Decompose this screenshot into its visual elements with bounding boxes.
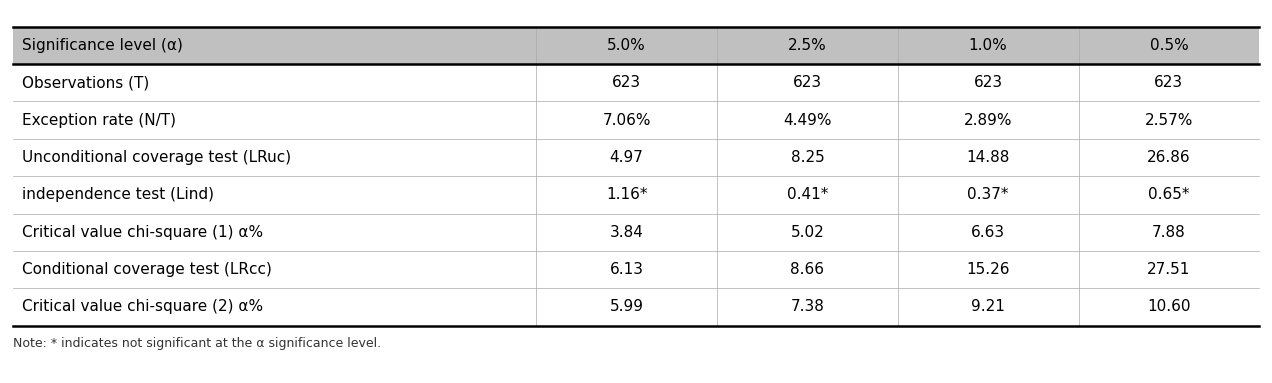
Text: 8.25: 8.25: [790, 150, 824, 165]
Text: 623: 623: [612, 75, 641, 90]
Text: Observations (T): Observations (T): [22, 75, 149, 90]
Text: 623: 623: [792, 75, 822, 90]
Text: 2.5%: 2.5%: [789, 38, 827, 53]
Text: 10.60: 10.60: [1147, 300, 1191, 314]
Text: independence test (Lind): independence test (Lind): [22, 187, 214, 202]
Text: Exception rate (N/T): Exception rate (N/T): [22, 113, 176, 128]
Text: 6.63: 6.63: [971, 225, 1005, 240]
Text: 7.38: 7.38: [790, 300, 824, 314]
Text: 623: 623: [973, 75, 1002, 90]
Text: Note: * indicates not significant at the α significance level.: Note: * indicates not significant at the…: [13, 337, 380, 350]
Text: Critical value chi-square (1) α%: Critical value chi-square (1) α%: [22, 225, 263, 240]
Text: 2.89%: 2.89%: [964, 113, 1013, 128]
Text: 1.16*: 1.16*: [605, 187, 647, 202]
Text: 27.51: 27.51: [1147, 262, 1191, 277]
Text: 3.84: 3.84: [609, 225, 644, 240]
Text: 2.57%: 2.57%: [1145, 113, 1193, 128]
Text: 7.06%: 7.06%: [603, 113, 651, 128]
Text: 0.41*: 0.41*: [786, 187, 828, 202]
Text: Unconditional coverage test (LRuc): Unconditional coverage test (LRuc): [22, 150, 291, 165]
Text: 5.02: 5.02: [790, 225, 824, 240]
Text: 0.37*: 0.37*: [968, 187, 1009, 202]
Bar: [13, 27, 1259, 64]
Text: 0.65*: 0.65*: [1149, 187, 1189, 202]
Text: Conditional coverage test (LRcc): Conditional coverage test (LRcc): [22, 262, 271, 277]
Text: Critical value chi-square (2) α%: Critical value chi-square (2) α%: [22, 300, 263, 314]
Text: 26.86: 26.86: [1147, 150, 1191, 165]
Text: 7.88: 7.88: [1152, 225, 1186, 240]
Text: 5.99: 5.99: [609, 300, 644, 314]
Text: 5.0%: 5.0%: [607, 38, 646, 53]
Text: 623: 623: [1155, 75, 1183, 90]
Text: 4.49%: 4.49%: [784, 113, 832, 128]
Text: 4.97: 4.97: [609, 150, 644, 165]
Text: 9.21: 9.21: [972, 300, 1005, 314]
Text: 15.26: 15.26: [967, 262, 1010, 277]
Text: 14.88: 14.88: [967, 150, 1010, 165]
Text: 6.13: 6.13: [609, 262, 644, 277]
Text: 1.0%: 1.0%: [969, 38, 1007, 53]
Text: 8.66: 8.66: [790, 262, 824, 277]
Text: 0.5%: 0.5%: [1150, 38, 1188, 53]
Text: Significance level (α): Significance level (α): [22, 38, 182, 53]
